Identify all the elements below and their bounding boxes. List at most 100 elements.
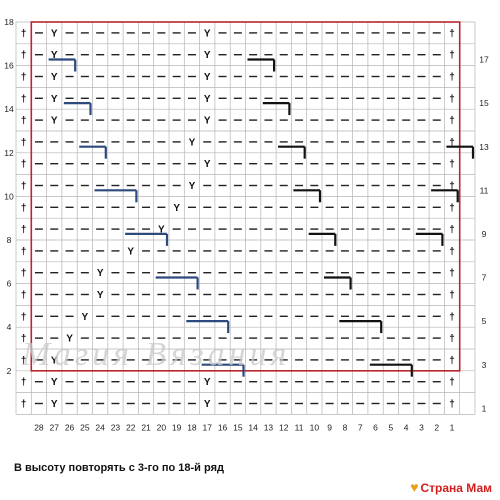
heart-icon: ♥ <box>410 479 419 495</box>
edge-symbol: † <box>449 181 455 192</box>
edge-symbol: † <box>21 399 27 410</box>
edge-symbol: † <box>21 116 27 127</box>
edge-symbol: † <box>21 203 27 214</box>
column-number: 23 <box>111 422 121 432</box>
edge-symbol: † <box>449 355 455 366</box>
edge-symbol: † <box>449 137 455 148</box>
row-number-right: 15 <box>479 98 489 108</box>
slip-symbol: Y <box>204 399 211 410</box>
edge-symbol: † <box>449 312 455 323</box>
column-number: 6 <box>373 422 378 432</box>
edge-symbol: † <box>21 159 27 170</box>
slip-symbol: Y <box>51 72 58 83</box>
slip-symbol: Y <box>158 225 165 236</box>
column-number: 25 <box>80 422 90 432</box>
column-number: 12 <box>279 422 289 432</box>
column-number: 4 <box>404 422 409 432</box>
column-number: 19 <box>172 422 182 432</box>
row-number-right: 5 <box>482 316 487 326</box>
column-number: 18 <box>187 422 197 432</box>
slip-symbol: Y <box>204 50 211 61</box>
edge-symbol: † <box>449 246 455 257</box>
column-number: 2 <box>434 422 439 432</box>
row-number-left: 4 <box>7 322 12 332</box>
edge-symbol: † <box>449 28 455 39</box>
row-number-right: 13 <box>479 142 489 152</box>
edge-symbol: † <box>449 72 455 83</box>
slip-symbol: Y <box>204 72 211 83</box>
slip-symbol: Y <box>204 377 211 388</box>
slip-symbol: Y <box>82 312 89 323</box>
column-number: 27 <box>50 422 60 432</box>
slip-symbol: Y <box>127 246 134 257</box>
slip-symbol: Y <box>97 268 104 279</box>
edge-symbol: † <box>21 181 27 192</box>
edge-symbol: † <box>449 94 455 105</box>
row-number-left: 16 <box>4 61 14 71</box>
row-number-left: 8 <box>7 235 12 245</box>
column-number: 7 <box>358 422 363 432</box>
slip-symbol: Y <box>204 94 211 105</box>
edge-symbol: † <box>21 28 27 39</box>
column-number: 8 <box>343 422 348 432</box>
edge-symbol: † <box>449 290 455 301</box>
row-number-left: 12 <box>4 148 14 158</box>
column-number: 20 <box>157 422 167 432</box>
edge-symbol: † <box>449 203 455 214</box>
slip-symbol: Y <box>204 28 211 39</box>
edge-symbol: † <box>21 290 27 301</box>
edge-symbol: † <box>449 268 455 279</box>
row-number-left: 2 <box>7 366 12 376</box>
edge-symbol: † <box>21 246 27 257</box>
column-number: 1 <box>450 422 455 432</box>
column-number: 26 <box>65 422 75 432</box>
row-number-right: 9 <box>482 229 487 239</box>
slip-symbol: Y <box>51 399 58 410</box>
slip-symbol: Y <box>51 94 58 105</box>
edge-symbol: † <box>449 377 455 388</box>
column-number: 22 <box>126 422 136 432</box>
row-number-right: 3 <box>482 360 487 370</box>
column-number: 14 <box>248 422 258 432</box>
edge-symbol: † <box>21 377 27 388</box>
row-number-right: 17 <box>479 55 489 65</box>
edge-symbol: † <box>21 355 27 366</box>
site-logo: ♥ Страна Мам <box>410 479 492 495</box>
edge-symbol: † <box>449 399 455 410</box>
edge-symbol: † <box>21 72 27 83</box>
column-number: 24 <box>95 422 105 432</box>
column-number: 17 <box>203 422 213 432</box>
column-number: 10 <box>310 422 320 432</box>
row-number-left: 18 <box>4 17 14 27</box>
column-number: 21 <box>141 422 151 432</box>
slip-symbol: Y <box>51 28 58 39</box>
edge-symbol: † <box>449 159 455 170</box>
column-number: 11 <box>295 422 304 432</box>
slip-symbol: Y <box>51 377 58 388</box>
edge-symbol: † <box>21 137 27 148</box>
edge-symbol: † <box>21 312 27 323</box>
slip-symbol: Y <box>189 181 196 192</box>
repeat-frame <box>30 21 461 372</box>
edge-symbol: † <box>21 268 27 279</box>
column-number: 3 <box>419 422 424 432</box>
edge-symbol: † <box>449 334 455 345</box>
edge-symbol: † <box>449 50 455 61</box>
slip-symbol: Y <box>173 203 180 214</box>
slip-symbol: Y <box>189 137 196 148</box>
column-number: 5 <box>388 422 393 432</box>
column-number: 9 <box>327 422 332 432</box>
column-number: 13 <box>264 422 274 432</box>
slip-symbol: Y <box>204 159 211 170</box>
edge-symbol: † <box>21 225 27 236</box>
row-number-right: 7 <box>482 273 487 283</box>
edge-symbol: † <box>449 225 455 236</box>
site-name: Страна Мам <box>420 481 493 495</box>
slip-symbol: Y <box>51 50 58 61</box>
repeat-note: В высоту повторять с 3-го по 18-й ряд <box>14 462 224 474</box>
column-number: 16 <box>218 422 228 432</box>
slip-symbol: Y <box>51 355 58 366</box>
row-number-left: 14 <box>4 104 14 114</box>
row-number-right: 11 <box>480 185 489 195</box>
